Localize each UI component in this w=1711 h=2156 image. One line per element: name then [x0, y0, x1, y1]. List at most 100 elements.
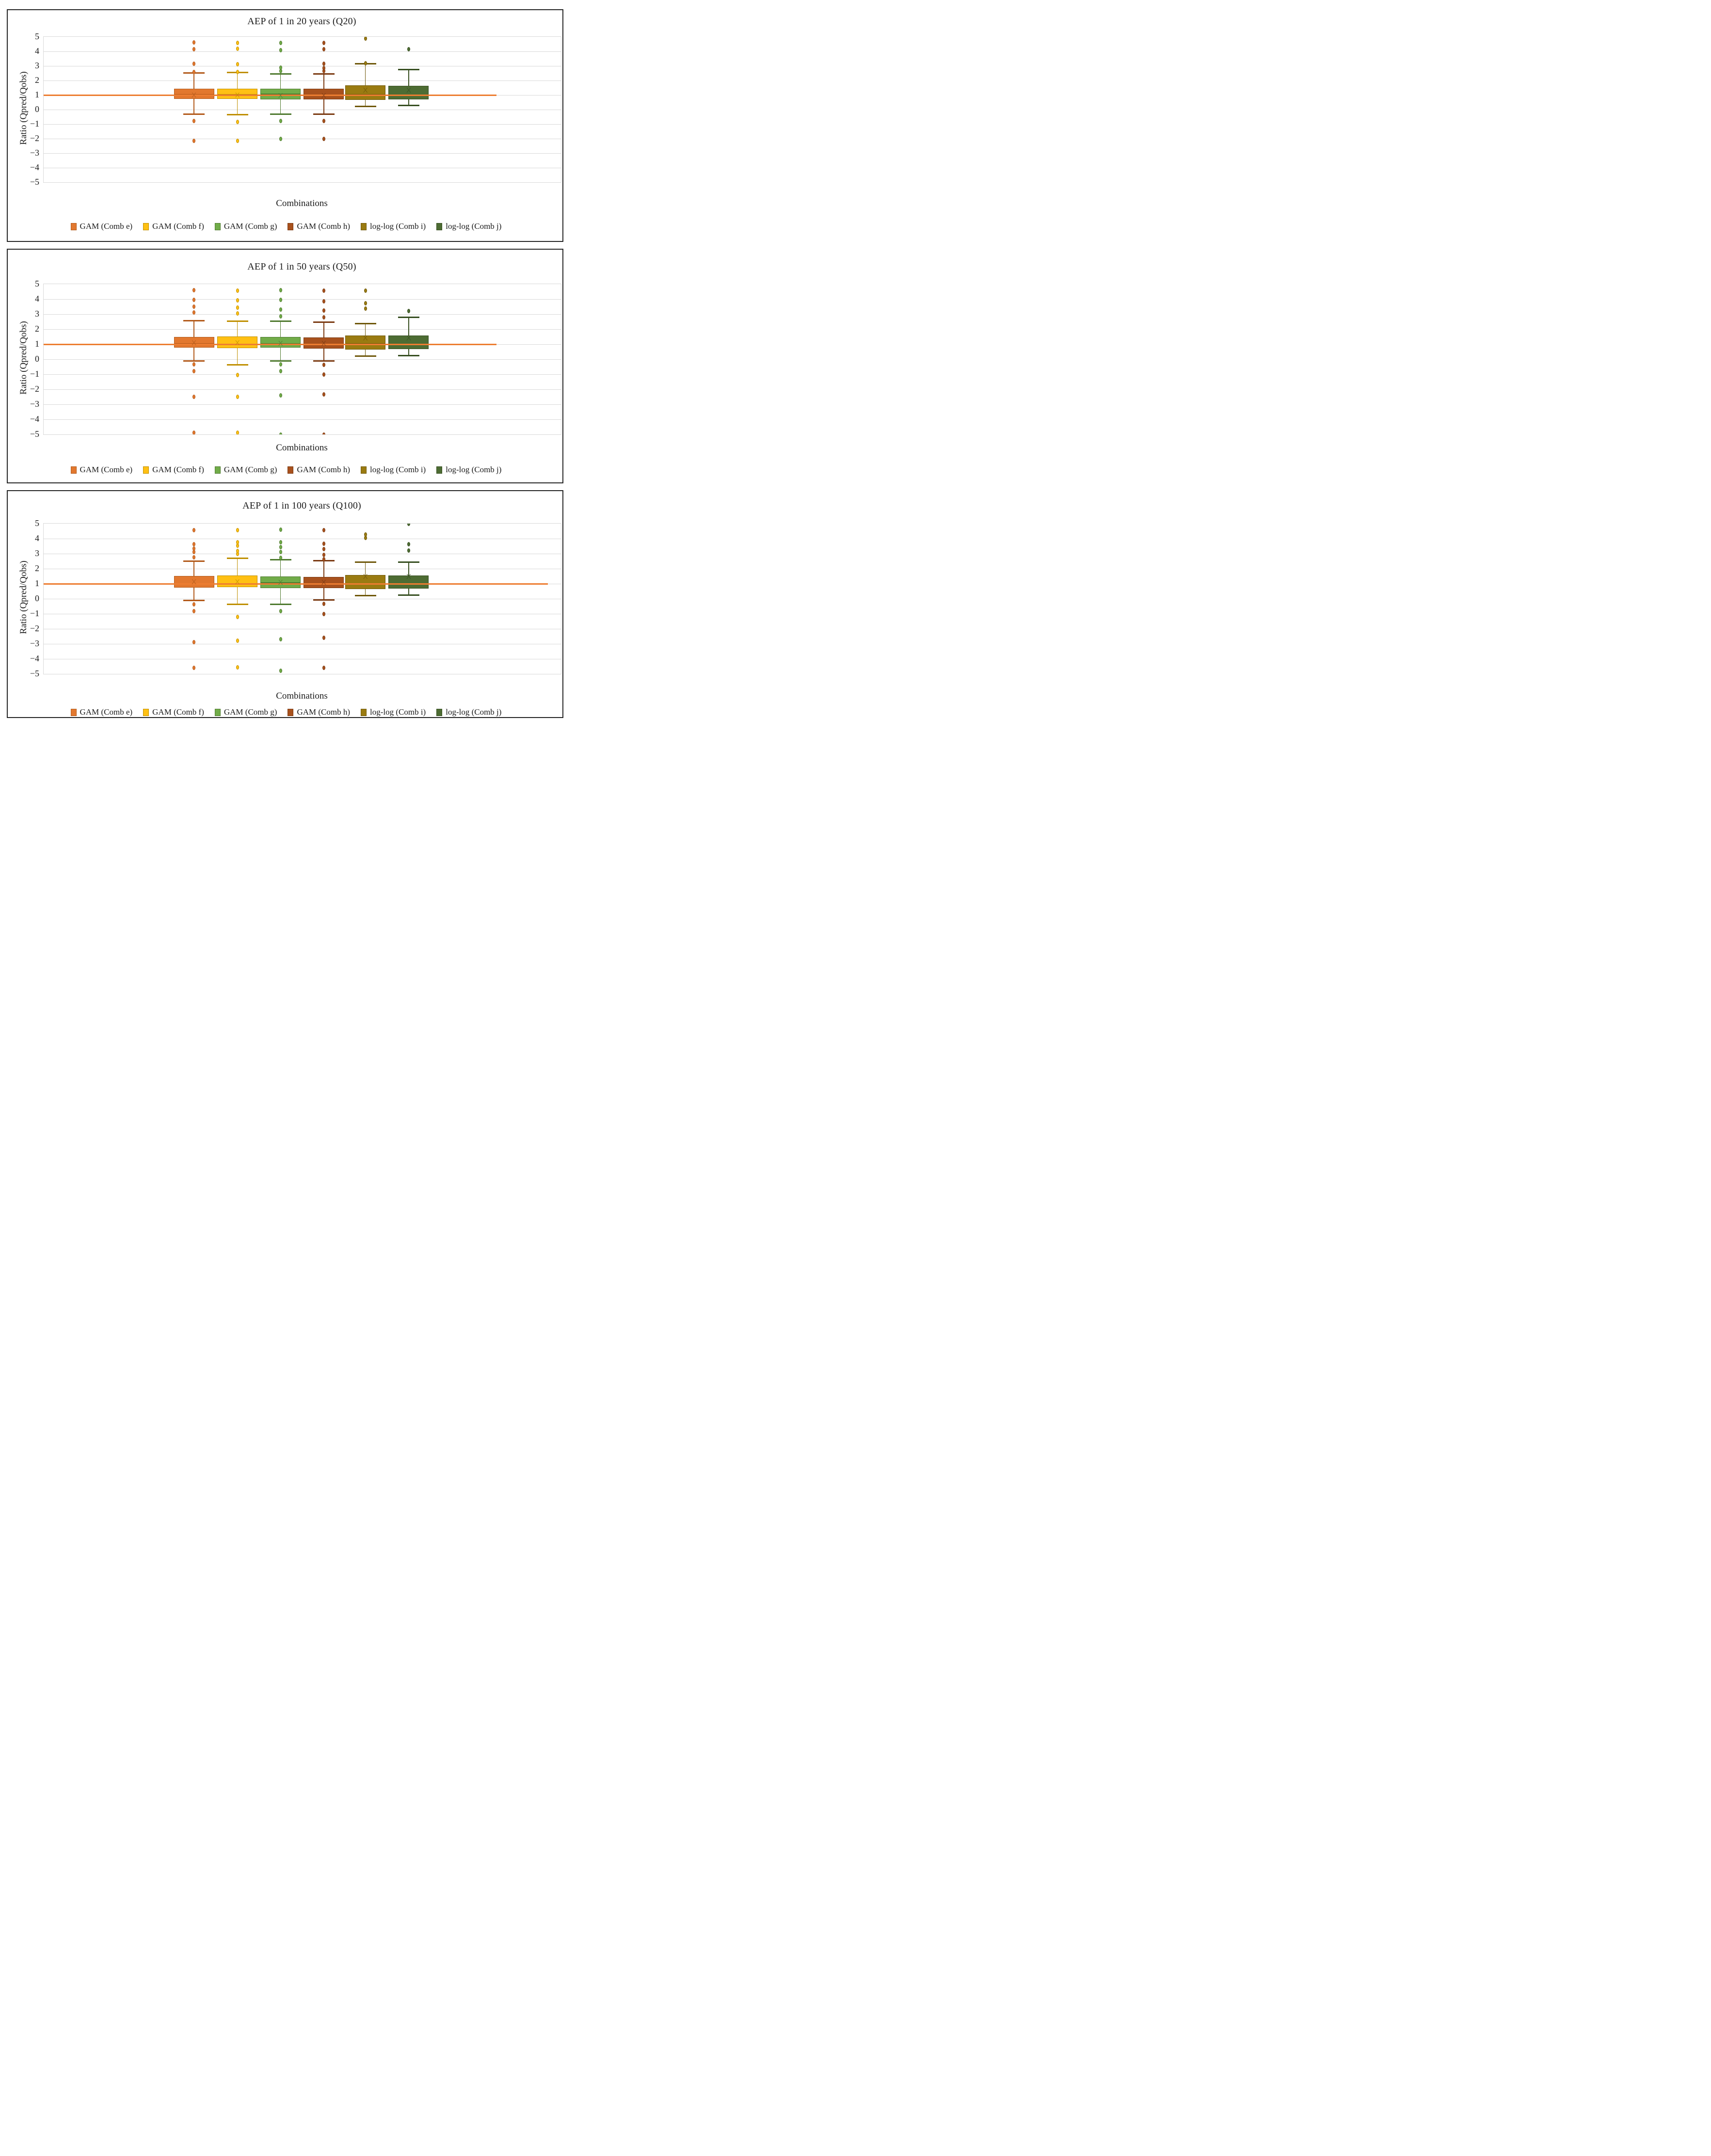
- outlier-dot: [322, 528, 325, 533]
- legend-item-log-log-comb-i: log-log (Comb i): [361, 465, 426, 475]
- y-tick-label: 0: [35, 593, 39, 603]
- outlier-dot: [407, 309, 410, 314]
- legend-label: log-log (Comb j): [446, 222, 502, 231]
- box-gam-comb-e: [174, 88, 214, 99]
- legend-swatch-icon: [361, 708, 367, 716]
- outlier-dot: [407, 524, 410, 526]
- reference-line: [44, 583, 548, 585]
- outlier-dot: [192, 139, 196, 143]
- whisker-cap: [313, 73, 335, 75]
- y-tick-label: −3: [30, 639, 39, 648]
- outlier-dot: [192, 40, 196, 45]
- outlier-dot: [322, 432, 325, 434]
- box-gam-comb-f: [217, 336, 258, 348]
- outlier-dot: [279, 549, 282, 554]
- legend-label: GAM (Comb f): [152, 465, 204, 474]
- outlier-dot: [236, 40, 239, 45]
- legend-label: GAM (Comb g): [224, 222, 277, 231]
- whisker-cap: [183, 320, 205, 322]
- y-tick-label: 1: [35, 578, 39, 588]
- whisker-cap: [354, 594, 376, 596]
- outlier-dot: [279, 637, 282, 642]
- whisker-cap: [270, 113, 291, 115]
- legend-swatch-icon: [214, 466, 221, 474]
- legend-swatch-icon: [436, 223, 443, 230]
- chart-panel-q20: AEP of 1 in 20 years (Q20) Ratio (Qpred/…: [7, 9, 563, 242]
- outlier-dot: [279, 669, 282, 673]
- gridline: [44, 51, 561, 52]
- legend-label: GAM (Comb g): [224, 465, 277, 474]
- legend-item-gam-comb-h: GAM (Comb h): [288, 707, 350, 717]
- y-tick-label: 0: [35, 104, 39, 114]
- outlier-dot: [364, 61, 367, 65]
- whisker-line-log-log-comb-i: [365, 64, 366, 107]
- median-line: [260, 93, 301, 95]
- legend-item-log-log-comb-j: log-log (Comb j): [436, 707, 501, 717]
- outlier-dot: [192, 527, 196, 532]
- mean-marker: X: [235, 339, 240, 348]
- legend-swatch-icon: [288, 223, 294, 230]
- outlier-dot: [279, 527, 282, 532]
- outlier-dot: [322, 47, 325, 51]
- whisker-cap: [398, 105, 419, 107]
- outlier-dot: [192, 431, 196, 434]
- legend-label: log-log (Comb i): [370, 465, 426, 474]
- outlier-dot: [322, 315, 325, 319]
- legend: GAM (Comb e) GAM (Comb f) GAM (Comb g) GAM …: [17, 707, 555, 717]
- legend-swatch-icon: [214, 223, 221, 230]
- outlier-dot: [407, 47, 410, 51]
- outlier-dot: [322, 542, 325, 546]
- legend-label: log-log (Comb i): [370, 222, 426, 231]
- mean-marker: X: [321, 91, 326, 100]
- y-tick-label: 1: [35, 90, 39, 99]
- legend-swatch-icon: [214, 708, 221, 716]
- gridline: [44, 374, 561, 375]
- outlier-dot: [364, 301, 367, 305]
- outlier-dot: [236, 665, 239, 670]
- gridline: [44, 329, 561, 330]
- gridline: [44, 404, 561, 405]
- legend-label: GAM (Comb e): [80, 222, 133, 231]
- box-gam-comb-h: [304, 337, 344, 349]
- legend: GAM (Comb e) GAM (Comb f) GAM (Comb g) GAM …: [17, 465, 555, 475]
- median-line: [260, 582, 301, 584]
- box-log-log-comb-i: [345, 85, 386, 100]
- legend-label: GAM (Comb e): [80, 465, 133, 474]
- outlier-dot: [364, 288, 367, 293]
- legend-label: log-log (Comb i): [370, 707, 426, 717]
- y-tick-label: −5: [30, 669, 39, 678]
- outlier-dot: [279, 137, 282, 142]
- outlier-dot: [236, 139, 239, 143]
- outlier-dot: [192, 362, 196, 367]
- chart-title: AEP of 1 in 20 years (Q20): [247, 16, 356, 27]
- y-tick-label: −1: [30, 608, 39, 618]
- box-gam-comb-g: [260, 576, 301, 588]
- outlier-dot: [192, 47, 196, 51]
- y-tick-label: 3: [35, 548, 39, 558]
- mean-marker: X: [192, 577, 197, 586]
- legend-label: GAM (Comb h): [297, 222, 350, 231]
- outlier-dot: [192, 546, 196, 551]
- x-axis-title: Combinations: [276, 198, 328, 208]
- y-tick-label: 0: [35, 354, 39, 364]
- box-gam-comb-h: [304, 88, 344, 99]
- outlier-dot: [192, 555, 196, 559]
- whisker-cap: [398, 561, 419, 563]
- outlier-dot: [279, 540, 282, 544]
- outlier-dot: [192, 640, 196, 645]
- legend-label: GAM (Comb g): [224, 707, 277, 717]
- y-tick-label: −4: [30, 162, 39, 172]
- whisker-cap: [226, 320, 248, 322]
- mean-marker: X: [363, 572, 368, 581]
- outlier-dot: [236, 548, 239, 553]
- box-gam-comb-e: [174, 336, 214, 348]
- outlier-dot: [364, 37, 367, 41]
- outlier-dot: [407, 548, 410, 553]
- legend-item-gam-comb-f: GAM (Comb f): [143, 222, 204, 231]
- y-tick-label: −4: [30, 414, 39, 424]
- whisker-cap: [226, 364, 248, 366]
- y-tick-label: −1: [30, 119, 39, 128]
- whisker-cap: [270, 360, 291, 362]
